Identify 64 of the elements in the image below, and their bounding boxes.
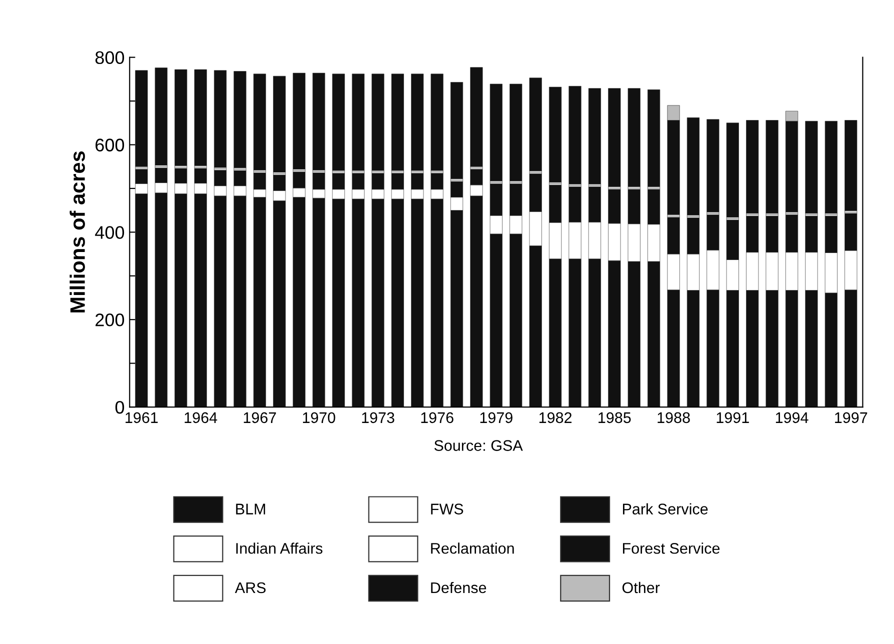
bar: [549, 86, 562, 183]
y-tick-label: 200: [96, 314, 124, 326]
bar: [726, 122, 739, 218]
bar: [568, 86, 582, 184]
bar: [470, 67, 483, 167]
x-tick-label: 1964: [184, 412, 218, 424]
legend-label: Other: [622, 582, 660, 594]
source-note: Source: GSA: [434, 440, 523, 451]
bar: [154, 68, 168, 166]
y-tick-label: 800: [95, 51, 124, 64]
bar: [529, 78, 542, 172]
y-tick-label: 400: [95, 226, 124, 239]
x-tick-label: 1991: [716, 412, 749, 424]
bar: [805, 120, 818, 214]
bar: [746, 120, 759, 214]
bar: [411, 74, 424, 171]
x-tick-label: 1979: [480, 412, 512, 424]
x-tick-label: 1973: [362, 412, 394, 424]
legend-label: Park Service: [622, 503, 708, 514]
legend-label: BLM: [236, 504, 266, 514]
bar: [174, 69, 188, 166]
bar: [135, 70, 148, 167]
bar: [312, 72, 326, 170]
x-tick-label: 1988: [658, 412, 690, 424]
bar: [430, 74, 444, 171]
legend-label: Indian Affairs: [236, 542, 322, 554]
bar: [824, 120, 838, 214]
legend-label: Reclamation: [431, 542, 514, 554]
x-tick-label: 1967: [244, 412, 276, 424]
bar: [253, 74, 266, 170]
x-tick-label: 1976: [421, 412, 454, 424]
x-tick-label: 1997: [835, 412, 868, 424]
x-tick-label: 1985: [598, 412, 631, 424]
bar: [490, 84, 502, 182]
y-tick-label: 0: [115, 400, 124, 414]
bar: [332, 74, 345, 171]
bar: [292, 72, 306, 170]
bar: [766, 120, 778, 214]
legend-label: Defense: [431, 582, 486, 594]
bar: [391, 74, 404, 171]
bar: [372, 74, 384, 171]
bar: [608, 88, 621, 187]
x-tick-label: 1970: [302, 412, 336, 424]
bar: [510, 84, 522, 182]
bar: [844, 120, 858, 211]
legend-label: Forest Service: [622, 542, 720, 554]
bar: [234, 71, 246, 168]
bar: [214, 70, 227, 168]
bar: [628, 88, 640, 187]
bar: [450, 82, 464, 180]
bar: [588, 88, 601, 184]
legend-label: ARS: [234, 582, 266, 594]
bar: [648, 89, 660, 187]
y-tick-label: 600: [96, 138, 124, 152]
bar: [273, 76, 286, 172]
bar: [352, 74, 365, 171]
bar: [706, 119, 720, 212]
y-axis-title: Millions of acres: [70, 151, 85, 312]
x-tick-label: 1961: [126, 412, 158, 424]
bar: [686, 117, 700, 216]
legend-label: FWS: [431, 504, 464, 514]
x-tick-label: 1994: [776, 412, 808, 424]
bar: [194, 69, 207, 166]
x-tick-label: 1982: [539, 412, 572, 424]
